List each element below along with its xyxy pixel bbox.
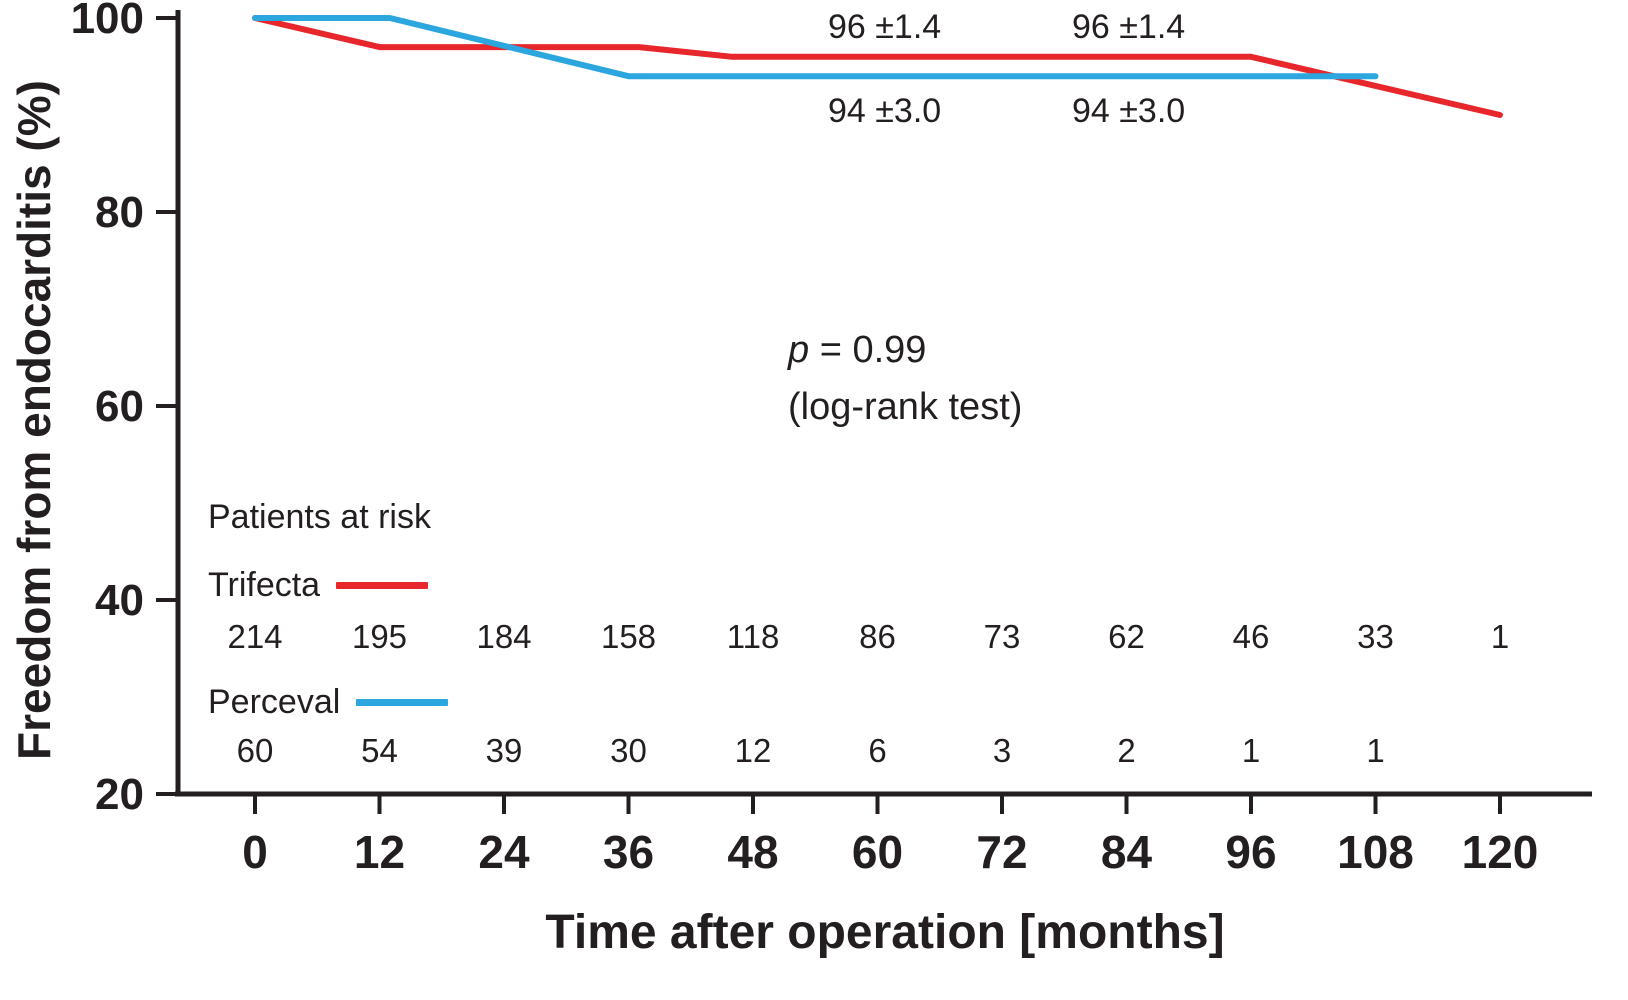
risk-count-perceval: 30 [610,732,647,769]
x-tick-label: 48 [727,826,778,878]
risk-count-trifecta: 118 [727,618,780,655]
p-value-block: p = 0.99 (log-rank test) [788,322,1022,436]
x-axis-title: Time after operation [months] [545,906,1225,959]
y-tick-label: 40 [95,576,144,625]
p-value-text: = 0.99 [809,329,927,371]
risk-count-trifecta: 195 [352,618,407,655]
x-tick-label: 84 [1101,826,1153,878]
perceval-label: Perceval [208,683,341,721]
risk-count-trifecta: 214 [227,618,282,655]
x-tick-label: 108 [1337,826,1414,878]
patients-at-risk-title: Patients at risk [208,498,431,536]
risk-count-perceval: 2 [1117,732,1135,769]
p-value-line: p = 0.99 [788,322,1022,379]
x-tick-label: 24 [478,826,530,878]
y-tick-label: 100 [71,0,144,43]
risk-row-trifecta: Trifecta [208,566,429,605]
x-tick-label: 120 [1462,826,1539,878]
y-tick-label: 60 [95,382,144,431]
risk-count-trifecta: 86 [859,618,896,655]
series-line-perceval [252,15,1379,80]
risk-count-perceval: 54 [361,732,398,769]
risk-row-perceval: Perceval [208,683,449,722]
risk-count-trifecta: 158 [601,618,656,655]
risk-count-trifecta: 184 [476,618,531,655]
trifecta-label: Trifecta [208,566,321,604]
p-symbol: p [788,329,810,371]
annotation-perceval-mid: 94 ±3.0 [828,92,942,130]
x-tick-label: 72 [976,826,1027,878]
risk-count-perceval: 6 [868,732,886,769]
risk-count-perceval: 39 [486,732,523,769]
risk-count-trifecta: 62 [1108,618,1145,655]
risk-count-trifecta: 1 [1491,618,1509,655]
x-tick-label: 60 [852,826,903,878]
annotation-perceval-late: 94 ±3.0 [1072,92,1186,130]
risk-count-trifecta: 46 [1233,618,1270,655]
y-tick-label: 80 [95,188,144,237]
x-tick-label: 12 [354,826,405,878]
p-method-line: (log-rank test) [788,386,1023,428]
x-tick-label: 36 [603,826,654,878]
risk-count-perceval: 3 [993,732,1011,769]
x-tick-label: 96 [1225,826,1276,878]
risk-count-perceval: 1 [1366,732,1384,769]
x-tick-label: 0 [242,826,268,878]
risk-count-trifecta: 73 [984,618,1021,655]
risk-count-perceval: 60 [237,732,274,769]
risk-count-perceval: 12 [735,732,772,769]
annotation-trifecta-late: 96 ±1.4 [1072,8,1186,46]
series-line-trifecta [252,15,1503,118]
risk-count-trifecta: 33 [1357,618,1394,655]
y-tick-label: 20 [95,770,144,819]
y-axis-title: Freedom from endocarditis (%) [8,80,60,760]
trifecta-line-swatch [336,582,429,589]
annotation-trifecta-mid: 96 ±1.4 [828,8,942,46]
risk-count-perceval: 1 [1242,732,1260,769]
perceval-line-swatch [356,699,449,706]
